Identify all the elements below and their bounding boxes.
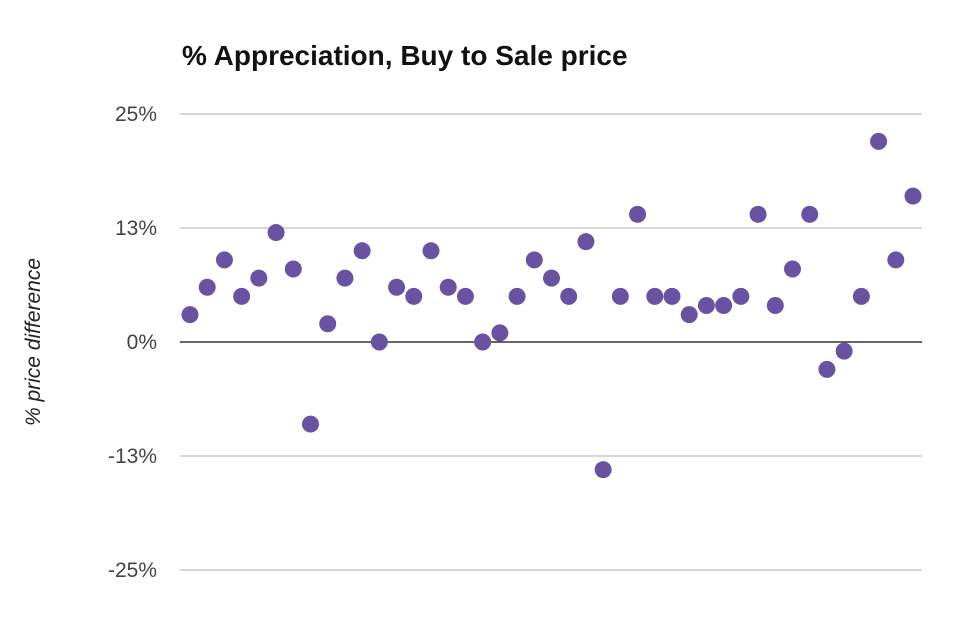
data-point	[611, 287, 629, 305]
data-point	[370, 333, 388, 351]
data-point	[474, 333, 492, 351]
data-point	[250, 269, 268, 287]
data-point	[525, 251, 543, 269]
data-point	[267, 224, 285, 242]
data-point	[198, 278, 216, 296]
data-point	[353, 242, 371, 260]
data-point	[801, 205, 819, 223]
gridlines	[180, 113, 922, 571]
data-point	[852, 287, 870, 305]
data-point	[388, 278, 406, 296]
data-point	[319, 315, 337, 333]
chart-title: % Appreciation, Buy to Sale price	[182, 40, 628, 71]
data-point	[697, 297, 715, 315]
y-tick-label: 13%	[115, 217, 157, 240]
data-point	[766, 297, 784, 315]
data-point	[887, 251, 905, 269]
data-point	[215, 251, 233, 269]
data-point	[284, 260, 302, 278]
y-axis-title: % price difference	[22, 258, 45, 426]
data-point	[456, 287, 474, 305]
data-point	[508, 287, 526, 305]
y-tick-label: -13%	[108, 445, 157, 468]
data-point	[336, 269, 354, 287]
y-tick-label: -25%	[108, 559, 157, 582]
data-point	[749, 205, 767, 223]
data-point	[543, 269, 560, 287]
data-point	[439, 278, 457, 296]
data-point	[784, 260, 801, 278]
data-points	[181, 132, 922, 479]
data-point	[835, 342, 853, 360]
data-point	[491, 324, 509, 342]
data-point	[732, 287, 750, 305]
data-point	[594, 461, 612, 479]
data-point	[818, 360, 836, 378]
data-point	[233, 287, 251, 305]
data-point	[646, 287, 664, 305]
data-point	[680, 306, 698, 324]
data-point	[560, 287, 578, 305]
data-point	[629, 205, 647, 223]
y-axis-ticks: 25% 13% 0% -13% -25%	[108, 103, 157, 582]
data-point	[302, 415, 319, 433]
data-point	[663, 287, 681, 305]
data-point	[405, 287, 423, 305]
data-point	[715, 297, 733, 315]
data-point	[904, 187, 922, 205]
y-tick-label: 25%	[115, 103, 157, 126]
data-point	[181, 306, 199, 324]
data-point	[577, 233, 595, 251]
data-point	[870, 132, 888, 150]
data-point	[422, 242, 440, 260]
y-tick-label: 0%	[127, 331, 157, 354]
